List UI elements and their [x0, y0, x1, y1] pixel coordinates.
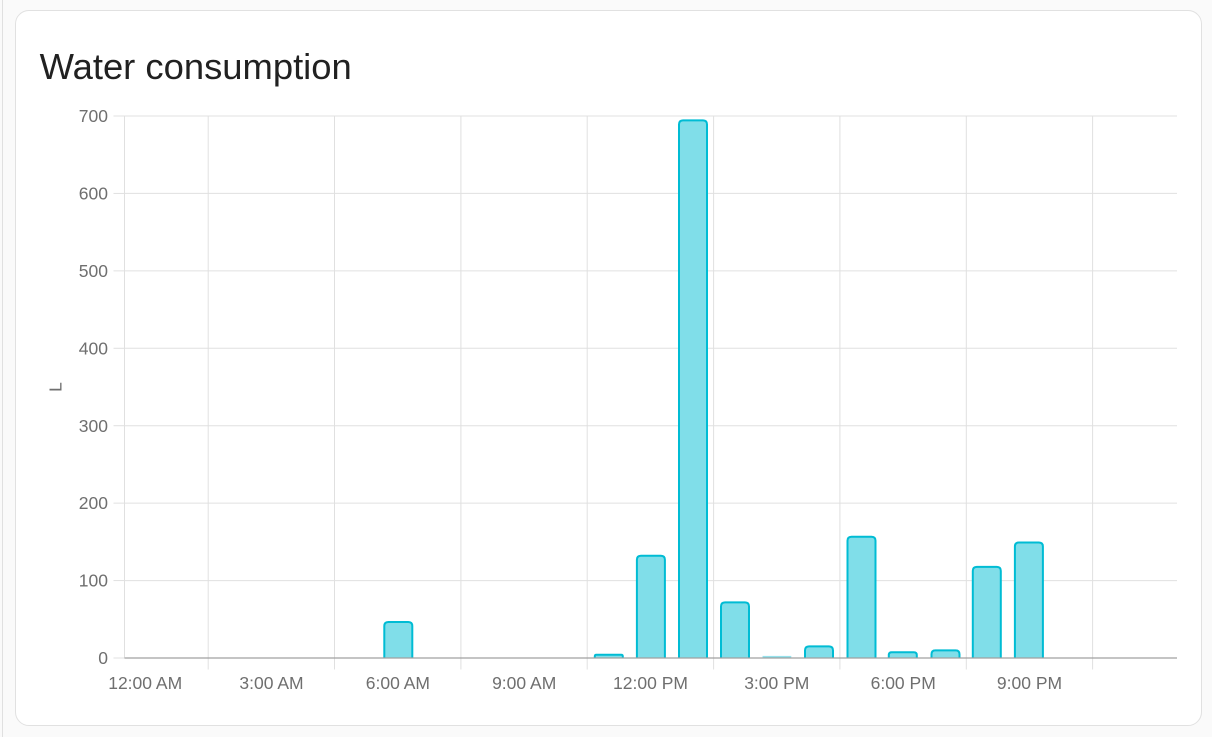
- svg-text:700: 700: [79, 106, 108, 126]
- svg-text:6:00 PM: 6:00 PM: [871, 673, 936, 693]
- svg-text:200: 200: [79, 493, 108, 513]
- svg-text:9:00 PM: 9:00 PM: [997, 673, 1062, 693]
- svg-text:6:00 AM: 6:00 AM: [366, 673, 430, 693]
- svg-text:400: 400: [79, 338, 108, 358]
- svg-text:9:00 AM: 9:00 AM: [492, 673, 556, 693]
- svg-text:100: 100: [79, 571, 108, 591]
- svg-text:12:00 PM: 12:00 PM: [613, 673, 688, 693]
- svg-text:0: 0: [98, 648, 108, 668]
- svg-text:3:00 PM: 3:00 PM: [744, 673, 809, 693]
- svg-text:12:00 AM: 12:00 AM: [108, 673, 182, 693]
- svg-text:600: 600: [79, 184, 108, 204]
- svg-text:3:00 AM: 3:00 AM: [239, 673, 303, 693]
- svg-text:300: 300: [79, 416, 108, 436]
- svg-text:500: 500: [79, 261, 108, 281]
- svg-text:L: L: [46, 382, 66, 392]
